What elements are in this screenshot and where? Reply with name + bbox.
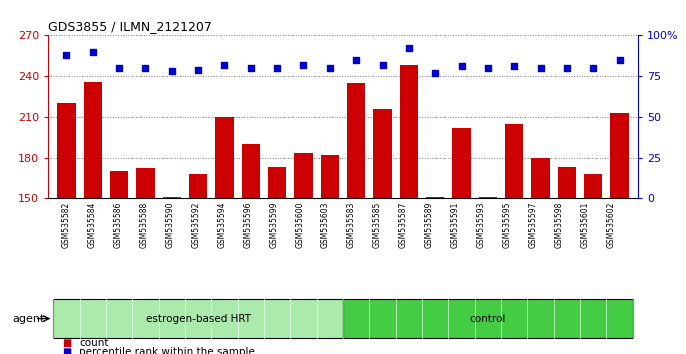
Point: [429, 70, 440, 76]
Text: GSM535598: GSM535598: [554, 202, 564, 248]
Text: ■: ■: [62, 347, 71, 354]
Text: GSM535597: GSM535597: [529, 202, 538, 248]
Point: [219, 62, 230, 68]
Point: [588, 65, 599, 71]
Point: [377, 62, 388, 68]
Bar: [426, 197, 445, 198]
Point: [456, 63, 467, 69]
Text: agent: agent: [12, 314, 45, 324]
Bar: [373, 109, 392, 198]
Bar: [294, 154, 313, 198]
Bar: [558, 167, 576, 198]
Text: GSM535601: GSM535601: [580, 202, 589, 248]
Point: [61, 52, 72, 58]
Text: GSM535595: GSM535595: [503, 202, 512, 248]
Bar: [268, 167, 286, 198]
Bar: [163, 197, 181, 198]
Text: percentile rank within the sample: percentile rank within the sample: [79, 347, 255, 354]
Bar: [347, 83, 366, 198]
Text: GSM535589: GSM535589: [425, 202, 434, 248]
FancyBboxPatch shape: [54, 299, 343, 338]
Text: GSM535599: GSM535599: [269, 202, 279, 248]
Point: [140, 65, 151, 71]
Bar: [189, 174, 207, 198]
Bar: [84, 81, 102, 198]
Text: GDS3855 / ILMN_2121207: GDS3855 / ILMN_2121207: [48, 20, 212, 33]
FancyBboxPatch shape: [343, 299, 632, 338]
Text: GSM535592: GSM535592: [191, 202, 200, 248]
Bar: [400, 65, 418, 198]
Point: [351, 57, 362, 63]
Text: control: control: [470, 314, 506, 324]
Point: [324, 65, 335, 71]
Text: GSM535596: GSM535596: [244, 202, 252, 248]
Text: GSM535586: GSM535586: [114, 202, 123, 248]
Bar: [110, 171, 128, 198]
Bar: [452, 128, 471, 198]
Point: [403, 46, 414, 51]
Text: GSM535603: GSM535603: [321, 202, 330, 248]
Point: [87, 49, 98, 55]
Text: ■: ■: [62, 338, 71, 348]
Point: [298, 62, 309, 68]
Bar: [57, 103, 75, 198]
Bar: [241, 144, 260, 198]
Text: GSM535588: GSM535588: [139, 202, 148, 248]
Bar: [532, 158, 549, 198]
Point: [166, 68, 177, 74]
Bar: [320, 155, 339, 198]
Text: GSM535584: GSM535584: [88, 202, 97, 248]
Text: GSM535594: GSM535594: [217, 202, 226, 248]
Text: GSM535590: GSM535590: [165, 202, 174, 248]
Point: [561, 65, 572, 71]
Bar: [137, 169, 154, 198]
Bar: [611, 113, 629, 198]
Bar: [584, 174, 602, 198]
Text: GSM535585: GSM535585: [373, 202, 382, 248]
Text: estrogen-based HRT: estrogen-based HRT: [145, 314, 250, 324]
Point: [272, 65, 283, 71]
Point: [509, 63, 520, 69]
Point: [535, 65, 546, 71]
Text: GSM535593: GSM535593: [477, 202, 486, 248]
Bar: [215, 117, 234, 198]
Point: [114, 65, 125, 71]
Text: count: count: [79, 338, 108, 348]
Text: GSM535602: GSM535602: [606, 202, 615, 248]
Point: [246, 65, 257, 71]
Point: [193, 67, 204, 73]
Text: GSM535587: GSM535587: [399, 202, 408, 248]
Text: GSM535591: GSM535591: [451, 202, 460, 248]
Bar: [479, 197, 497, 198]
Point: [482, 65, 493, 71]
Point: [614, 57, 625, 63]
Text: GSM535583: GSM535583: [347, 202, 356, 248]
Text: GSM535582: GSM535582: [62, 202, 71, 248]
Text: GSM535600: GSM535600: [295, 202, 304, 248]
Bar: [505, 124, 523, 198]
